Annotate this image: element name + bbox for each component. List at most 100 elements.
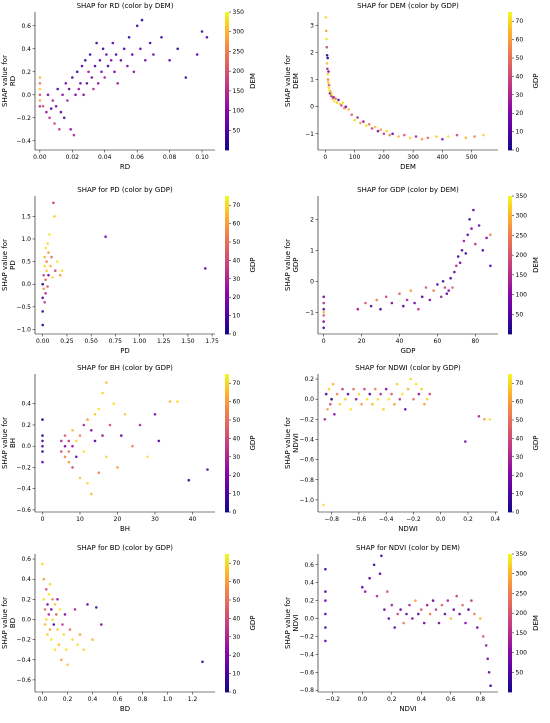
- panel-title: SHAP for RD (color by DEM): [77, 2, 174, 10]
- scatter-point: [387, 617, 391, 620]
- colorbar-segment: [225, 70, 229, 75]
- scatter-point: [187, 478, 191, 482]
- colorbar-segment: [508, 595, 512, 600]
- scatter-point: [42, 273, 45, 277]
- colorbar-segment: [508, 118, 512, 123]
- scatter-point: [322, 311, 326, 314]
- colorbar-segment: [508, 43, 512, 47]
- scatter-point: [96, 82, 100, 85]
- colorbar-tick-label: 0: [233, 689, 237, 696]
- scatter-point: [139, 47, 142, 51]
- colorbar-tick-label: 30: [516, 454, 524, 461]
- colorbar-segment: [225, 275, 229, 280]
- panel-title: SHAP for PD (color by GDP): [77, 186, 173, 194]
- scatter-point: [365, 124, 368, 127]
- scatter-point: [322, 326, 326, 330]
- panel-pd: SHAP for PD (color by GDP)0.00 0.25 0.50 0.…: [1, 186, 257, 355]
- scatter-point: [464, 440, 467, 443]
- scatter-point: [41, 296, 44, 300]
- colorbar-segment: [508, 60, 512, 65]
- colorbar-tick-label: 60: [233, 399, 241, 406]
- scatter-point: [425, 603, 429, 607]
- panel-title: SHAP for GDP (color by DEM): [357, 186, 459, 194]
- scatter-point: [109, 59, 113, 62]
- colorbar-segment: [225, 626, 229, 631]
- scatter-point: [51, 276, 54, 279]
- x-tick-label: −0.6: [352, 516, 367, 523]
- colorbar-segment: [225, 216, 229, 221]
- scatter-point: [326, 67, 329, 71]
- scatter-point: [420, 137, 424, 141]
- colorbar-segment: [225, 595, 229, 600]
- scatter-point: [131, 53, 134, 56]
- scatter-point: [464, 252, 468, 255]
- colorbar-tick-label: 10: [516, 129, 524, 136]
- colorbar-segment: [508, 240, 512, 245]
- scatter-point: [44, 278, 47, 282]
- colorbar-tick-label: 0: [233, 331, 237, 338]
- y-tick-label: 0.4: [21, 46, 31, 53]
- scatter-point: [352, 387, 355, 391]
- colorbar-segment: [225, 456, 229, 461]
- scatter-point: [425, 397, 429, 401]
- scatter-point: [344, 397, 347, 401]
- scatter-point: [332, 95, 335, 99]
- scatter-point: [93, 413, 97, 416]
- scatter-point: [435, 135, 438, 138]
- scatter-point: [334, 97, 337, 100]
- scatter-point: [408, 603, 411, 607]
- scatter-point: [439, 295, 443, 299]
- colorbar-segment: [225, 446, 229, 451]
- scatter-point: [146, 455, 149, 459]
- colorbar-segment: [508, 391, 512, 396]
- colorbar-tick-label: 50: [233, 417, 241, 424]
- scatter-point: [86, 418, 89, 421]
- scatter-point: [41, 450, 44, 453]
- scatter-point: [105, 53, 108, 56]
- colorbar-tick-label: 0: [516, 509, 520, 516]
- colorbar-segment: [225, 467, 229, 471]
- colorbar-segment: [225, 384, 229, 389]
- scatter-point: [380, 554, 383, 558]
- colorbar-segment: [508, 327, 512, 331]
- scatter-point: [414, 382, 418, 386]
- scatter-point: [105, 455, 108, 459]
- colorbar-segment: [225, 213, 229, 218]
- colorbar: 0 10 20 30 40 50 60 70 GDP: [225, 554, 257, 696]
- colorbar-segment: [225, 81, 229, 85]
- y-tick-label: −0.5: [16, 304, 31, 311]
- scatter-point: [176, 400, 179, 403]
- scatter-point: [395, 382, 399, 386]
- scatter-point: [367, 123, 371, 126]
- scatter-point: [92, 87, 95, 91]
- colorbar-tick-label: 300: [516, 571, 528, 578]
- y-tick-label: 1: [310, 247, 314, 254]
- scatter-point: [473, 135, 476, 138]
- y-tick-label: −0.2: [299, 416, 314, 423]
- y-tick-label: 0.0: [21, 92, 31, 99]
- scatter-point: [346, 392, 350, 396]
- colorbar-segment: [508, 74, 512, 78]
- x-tick-label: 0.4: [490, 516, 500, 523]
- scatter-point: [409, 289, 413, 292]
- colorbar-segment: [225, 612, 229, 617]
- scatter-point: [353, 118, 356, 122]
- scatter-point: [63, 613, 67, 616]
- scatter-point: [55, 613, 58, 616]
- colorbar-segment: [508, 508, 512, 513]
- scatter-point: [432, 289, 435, 292]
- colorbar-tick-label: 70: [516, 18, 524, 25]
- scatter-point: [56, 598, 59, 601]
- scatter-point: [90, 429, 93, 432]
- scatter-point: [56, 87, 59, 91]
- colorbar-segment: [508, 313, 512, 318]
- x-tick-label: −0.2: [406, 516, 421, 523]
- scatter-point: [49, 264, 52, 268]
- colorbar-segment: [508, 688, 512, 693]
- colorbar-segment: [508, 94, 512, 99]
- scatter-point: [402, 621, 405, 625]
- scatter-point: [153, 413, 157, 416]
- panel-title: SHAP for BD (color by GDP): [77, 544, 173, 552]
- colorbar-segment: [508, 323, 512, 328]
- y-tick-label: 0.6: [21, 556, 31, 563]
